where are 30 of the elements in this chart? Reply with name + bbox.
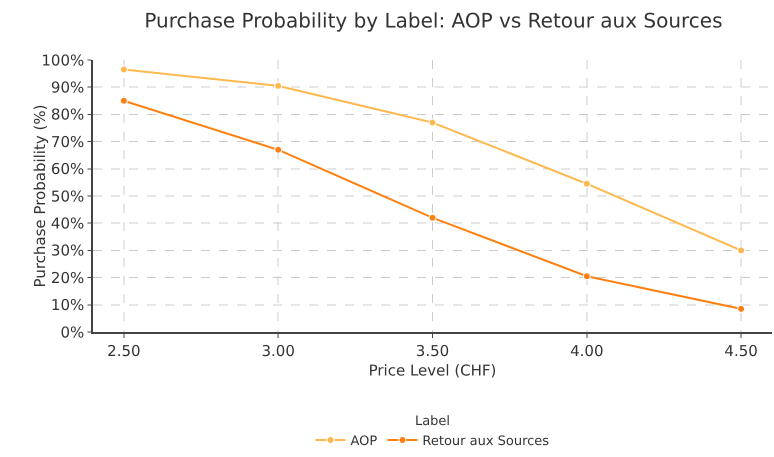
legend-label: AOP — [350, 434, 378, 450]
x-tick-label: 3.50 — [416, 342, 450, 360]
x-axis-title: Price Level (CHF) — [368, 361, 496, 380]
x-tick-label: 2.50 — [107, 342, 141, 360]
legend-title: Label — [414, 414, 450, 430]
y-tick-label: 60% — [50, 160, 84, 178]
y-tick-label: 70% — [50, 132, 84, 151]
y-tick-label: 0% — [60, 323, 84, 342]
y-tick-label: 10% — [50, 296, 84, 314]
x-tick-label: 4.50 — [724, 342, 758, 360]
point — [737, 304, 746, 313]
y-tick-label: 100% — [41, 51, 84, 70]
point — [737, 246, 746, 254]
y-axis-title: Purchase Probability (%) — [30, 104, 49, 288]
y-tick-label: 20% — [50, 268, 84, 287]
x-tick-label: 4.00 — [570, 342, 604, 360]
y-tick-label: 90% — [50, 78, 84, 96]
point — [582, 272, 591, 280]
legend-label: Retour aux Sources — [422, 434, 550, 450]
y-tick-label: 80% — [50, 106, 84, 124]
x-tick-label: 3.00 — [261, 342, 295, 360]
point — [274, 146, 282, 154]
y-tick-label: 40% — [50, 214, 84, 232]
point — [274, 82, 282, 90]
point — [582, 180, 591, 188]
y-tick-label: 50% — [50, 187, 84, 206]
y-tick-label: 30% — [50, 242, 84, 260]
point — [120, 96, 128, 105]
point — [428, 214, 436, 222]
chart-title: Purchase Probability by Label: AOP vs Retour aux Sources — [144, 8, 723, 33]
